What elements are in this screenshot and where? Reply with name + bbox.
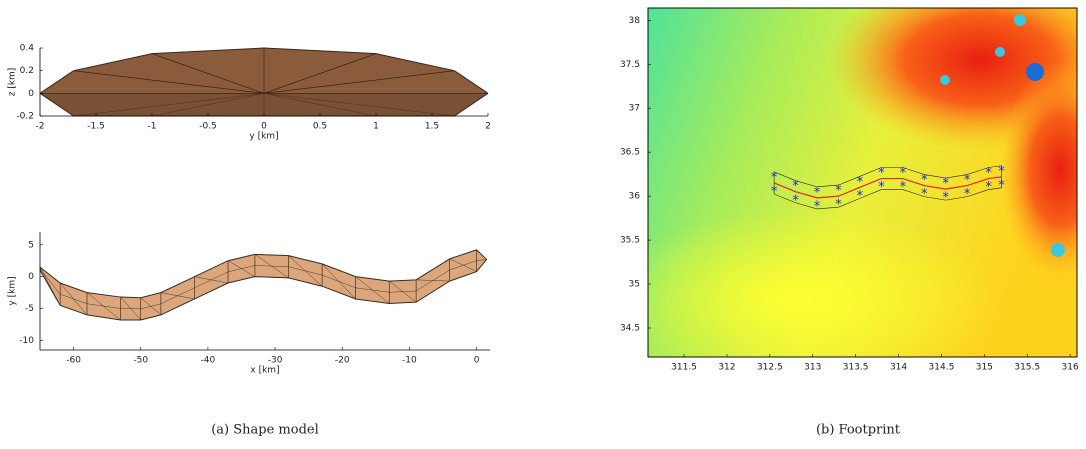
x-tick-label: 0 <box>261 122 267 132</box>
x-tick-label: 0 <box>474 356 480 366</box>
y-tick-label: -10 <box>19 336 34 346</box>
y-tick-label: -5 <box>25 304 34 314</box>
x-tick-label: 311.5 <box>671 363 697 373</box>
x-tick-label: 313.5 <box>843 363 869 373</box>
y-tick-label: 37 <box>629 104 640 114</box>
figure: (a) Shape model (b) Footprint -2 -1.5 -1 -0… <box>0 0 1086 445</box>
x-tick-label: 316 <box>1062 363 1079 373</box>
x-tick-label: -60 <box>66 356 81 366</box>
y-tick-label: 0.4 <box>20 44 35 54</box>
x-tick-label: -40 <box>201 356 216 366</box>
star-marker: * <box>771 184 778 199</box>
x-tick-label: -0.5 <box>199 122 217 132</box>
x-tick-label: -20 <box>335 356 350 366</box>
x-tick-label: 313 <box>804 363 821 373</box>
star-marker: * <box>942 191 949 206</box>
y-tick-label: 37.5 <box>620 60 640 70</box>
chart: -2 -1.5 -1 -0.5 0 0.5 1 1.5 2 -0.2 0 0.2 0.4 y [km] z … <box>8 44 491 142</box>
y-tick-label: 36.5 <box>620 148 640 158</box>
x-tick-label: 314 <box>890 363 907 373</box>
x-tick-label: -10 <box>402 356 417 366</box>
x-tick-label: -50 <box>133 356 148 366</box>
x-tick-label: -30 <box>268 356 283 366</box>
star-marker: * <box>921 187 928 202</box>
y-tick-label: 35 <box>629 280 640 290</box>
x-tick-label: -1 <box>148 122 157 132</box>
y-tick-label: -0.2 <box>16 112 34 122</box>
lower-face <box>40 93 488 116</box>
star-marker: * <box>900 180 907 195</box>
x-tick-label: 314.5 <box>929 363 955 373</box>
x-axis-label: x [km] <box>250 366 279 376</box>
x-tick-label: 0.5 <box>313 122 327 132</box>
x-tick-label: 315.5 <box>1014 363 1040 373</box>
x-tick-label: 2 <box>485 122 491 132</box>
map-background <box>600 0 1086 390</box>
y-axis-label: y [km] <box>8 276 18 305</box>
star-marker: * <box>964 187 971 202</box>
star-marker: * <box>835 198 842 213</box>
y-axis-label: z [km] <box>8 68 18 97</box>
y-tick-label: 38 <box>629 16 641 26</box>
star-marker: * <box>998 178 1005 193</box>
star-marker: * <box>792 193 799 208</box>
caption: (b) Footprint <box>816 423 901 438</box>
star-marker: * <box>985 180 992 195</box>
y-tick-label: 35.5 <box>620 236 640 246</box>
y-tick-label: 5 <box>28 240 34 250</box>
y-tick-label: 34.5 <box>620 323 640 333</box>
x-tick-label: 1 <box>373 122 379 132</box>
x-tick-label: 315 <box>976 363 993 373</box>
x-tick-label: 1.5 <box>425 122 439 132</box>
x-tick-label: -1.5 <box>87 122 105 132</box>
y-tick-label: 0 <box>28 272 34 282</box>
x-tick-label: -2 <box>36 122 45 132</box>
y-tick-label: 0 <box>28 89 34 99</box>
star-marker: * <box>878 180 885 195</box>
star-marker: * <box>814 199 821 214</box>
x-tick-label: 312.5 <box>757 363 783 373</box>
x-tick-label: 312 <box>718 363 735 373</box>
y-tick-label: 0.2 <box>20 66 34 76</box>
x-axis-label: y [km] <box>249 132 278 142</box>
star-marker: * <box>857 189 864 204</box>
caption: (a) Shape model <box>211 423 319 438</box>
y-tick-label: 36 <box>629 192 641 202</box>
